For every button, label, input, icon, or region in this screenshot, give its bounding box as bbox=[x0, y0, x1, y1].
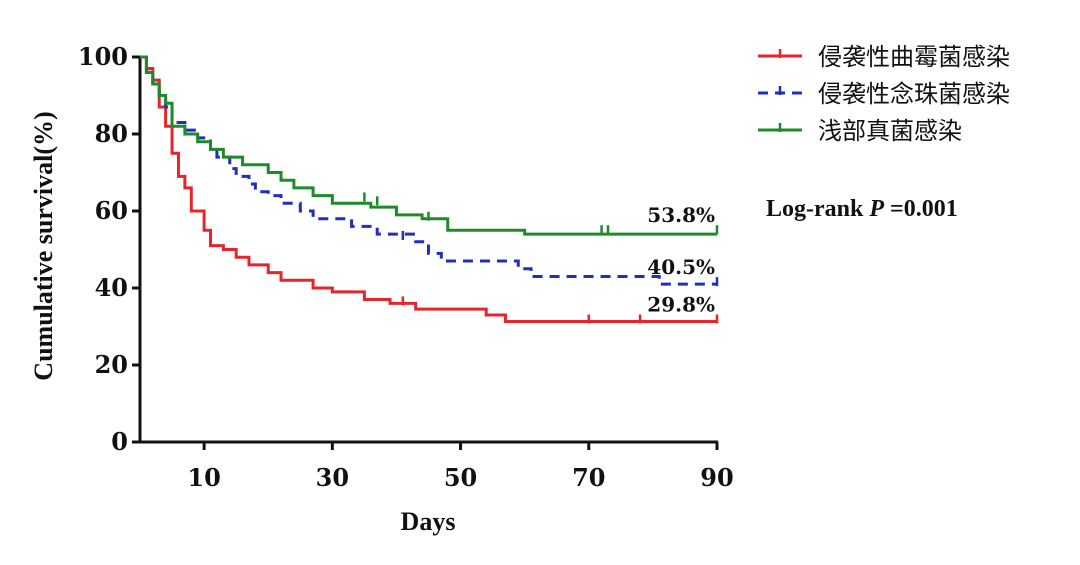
y-axis-title: Cumulative survival(%) bbox=[29, 111, 58, 380]
x-tick-label: 90 bbox=[700, 463, 733, 492]
log-rank-value: =0.001 bbox=[884, 196, 958, 222]
x-tick-label: 10 bbox=[187, 463, 220, 492]
end-percent-label: 53.8% bbox=[647, 203, 715, 227]
x-tick-label: 30 bbox=[316, 463, 349, 492]
y-tick-label: 40 bbox=[95, 273, 128, 302]
legend-label: 侵袭性念珠菌感染 bbox=[818, 80, 1010, 108]
legend-label: 侵袭性曲霉菌感染 bbox=[818, 43, 1010, 71]
end-percent-label: 40.5% bbox=[647, 255, 715, 279]
log-rank-prefix: Log-rank bbox=[766, 196, 869, 222]
survival-curve bbox=[140, 55, 717, 236]
y-tick-label: 80 bbox=[95, 119, 128, 148]
x-axis-title: Days bbox=[401, 507, 456, 536]
survival-curves: 29.8% 40.5% 53.8% bbox=[140, 55, 719, 324]
y-tick-label: 20 bbox=[95, 350, 128, 379]
y-tick-label: 100 bbox=[78, 42, 128, 71]
y-tick-label: 0 bbox=[111, 427, 128, 456]
survival-curve bbox=[140, 55, 717, 286]
x-tick-label: 70 bbox=[572, 463, 605, 492]
axes: 0 20 40 60 80 100 10 30 50 70 90 bbox=[78, 42, 734, 492]
end-percent-label: 29.8% bbox=[647, 292, 715, 316]
log-rank-statistic: Log-rank P =0.001 bbox=[766, 196, 958, 222]
y-tick-label: 60 bbox=[95, 196, 128, 225]
log-rank-p: P bbox=[868, 196, 884, 222]
x-tick-label: 50 bbox=[444, 463, 477, 492]
survival-curve bbox=[140, 55, 717, 323]
legend-label: 浅部真菌感染 bbox=[818, 117, 962, 145]
